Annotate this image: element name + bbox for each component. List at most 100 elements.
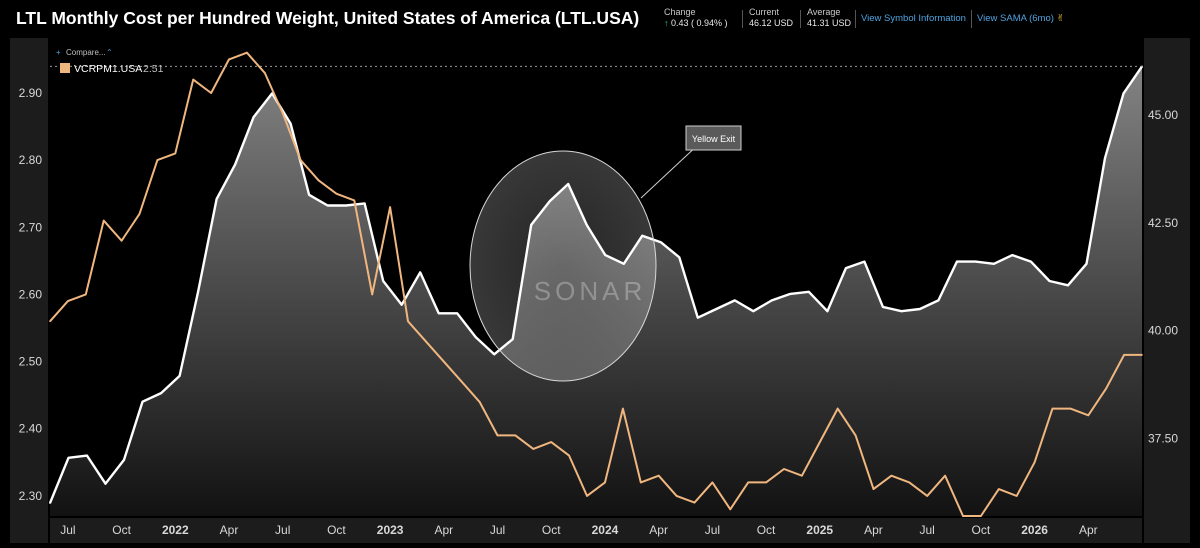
data-point-vcrpm1 [872,488,875,490]
data-point-vcrpm1 [622,407,624,410]
current-value: 46.12 USD [749,18,794,28]
x-axis-tick-label: Oct [972,523,991,537]
data-point-vcrpm1 [693,501,696,504]
data-point-ltl [160,392,162,394]
left-axis-tick-label: 2.50 [19,355,43,369]
data-point-ltl [1067,284,1069,287]
view-symbol-info-link[interactable]: View Symbol Information [861,13,966,24]
data-point-ltl [696,316,699,319]
data-point-vcrpm1 [1015,495,1018,497]
data-point-vcrpm1 [675,495,678,497]
legend-swatch-vcrpm1 [60,63,70,73]
data-point-vcrpm1 [281,112,284,114]
legend-series-value: 2.51 [143,63,164,75]
data-point-ltl [937,299,940,302]
data-point-vcrpm1 [264,72,266,74]
data-point-ltl [104,482,107,485]
data-point-ltl [1048,280,1051,282]
data-point-ltl [678,256,681,259]
data-point-ltl [419,271,421,274]
data-point-vcrpm1 [120,239,123,242]
data-point-ltl [326,204,329,207]
up-arrow-icon: ↑ [664,18,669,28]
left-axis-tick-label: 2.80 [19,153,43,167]
compare-label: Compare... [66,48,106,57]
data-point-ltl [400,303,403,306]
annotation-label-box [685,125,742,151]
divider [800,10,801,28]
divider [855,10,856,28]
series-line-vcrpm1 [49,51,1142,517]
data-point-ltl [308,193,310,196]
data-point-vcrpm1 [299,159,302,161]
data-point-ltl [956,260,958,263]
data-point-vcrpm1 [210,92,212,94]
data-point-vcrpm1 [102,219,105,222]
data-point-ltl [1085,262,1088,265]
chart-title: LTL Monthly Cost per Hundred Weight, Uni… [16,8,640,28]
data-point-ltl [49,502,51,504]
data-point-ltl [382,280,384,282]
data-point-vcrpm1 [371,293,374,296]
view-sama-link[interactable]: View SAMA (6mo) ✌ [977,13,1065,24]
data-point-ltl [67,456,70,459]
sonar-watermark: SONAR [534,276,646,306]
data-point-ltl [974,260,977,263]
data-point-vcrpm1 [1069,407,1072,410]
change-stat: Change ↑ 0.43 ( 0.94% ) [664,7,728,29]
bottom-axis-panel [50,518,1142,543]
left-axis-tick-label: 2.60 [19,287,43,301]
x-axis-tick-label: 2025 [806,523,833,537]
data-point-ltl [659,241,662,243]
data-point-vcrpm1 [604,481,606,484]
x-axis-tick-label: Jul [490,523,505,537]
data-point-ltl [900,310,903,312]
data-point-vcrpm1 [639,481,642,484]
data-point-vcrpm1 [174,152,177,155]
data-point-ltl [178,375,181,377]
x-axis-tick-label: Apr [434,523,453,537]
left-axis-tick-label: 2.40 [19,422,43,436]
highlight-ellipse [469,150,657,382]
data-point-vcrpm1 [1051,407,1054,410]
divider [971,10,972,28]
data-point-ltl [437,312,440,315]
left-axis-tick-label: 2.70 [19,220,43,234]
data-point-ltl [919,308,921,310]
data-point-vcrpm1 [1105,387,1107,390]
view-sama-label: View SAMA (6mo) [977,13,1054,24]
change-label: Change [664,7,696,17]
data-point-vcrpm1 [747,481,749,484]
data-point-vcrpm1 [317,179,320,182]
data-point-ltl [771,299,773,302]
data-point-vcrpm1 [550,441,553,443]
data-point-vcrpm1 [783,468,785,470]
data-point-ltl [363,202,366,205]
data-point-ltl [882,306,884,308]
data-point-ltl [1030,260,1032,263]
compare-plus-icon: + [56,48,61,57]
data-point-ltl [252,116,255,118]
data-point-vcrpm1 [908,481,911,484]
data-point-ltl [789,293,792,295]
current-label: Current [749,7,780,17]
data-point-vcrpm1 [568,454,570,457]
data-point-vcrpm1 [389,206,391,208]
data-point-vcrpm1 [138,213,141,215]
right-axis-panel [1144,38,1190,543]
data-point-vcrpm1 [496,434,499,437]
x-axis-tick-label: 2023 [377,523,404,537]
x-axis-tick-label: Oct [757,523,776,537]
data-point-vcrpm1 [407,320,409,323]
data-point-vcrpm1 [353,199,356,202]
data-point-vcrpm1 [818,441,821,443]
x-axis-tick-label: Apr [864,523,883,537]
data-point-vcrpm1 [765,481,767,484]
x-axis-tick-label: 2026 [1021,523,1048,537]
x-axis-tick-label: Oct [327,523,346,537]
data-point-vcrpm1 [156,159,159,161]
data-point-vcrpm1 [926,495,928,497]
data-point-vcrpm1 [478,401,481,403]
